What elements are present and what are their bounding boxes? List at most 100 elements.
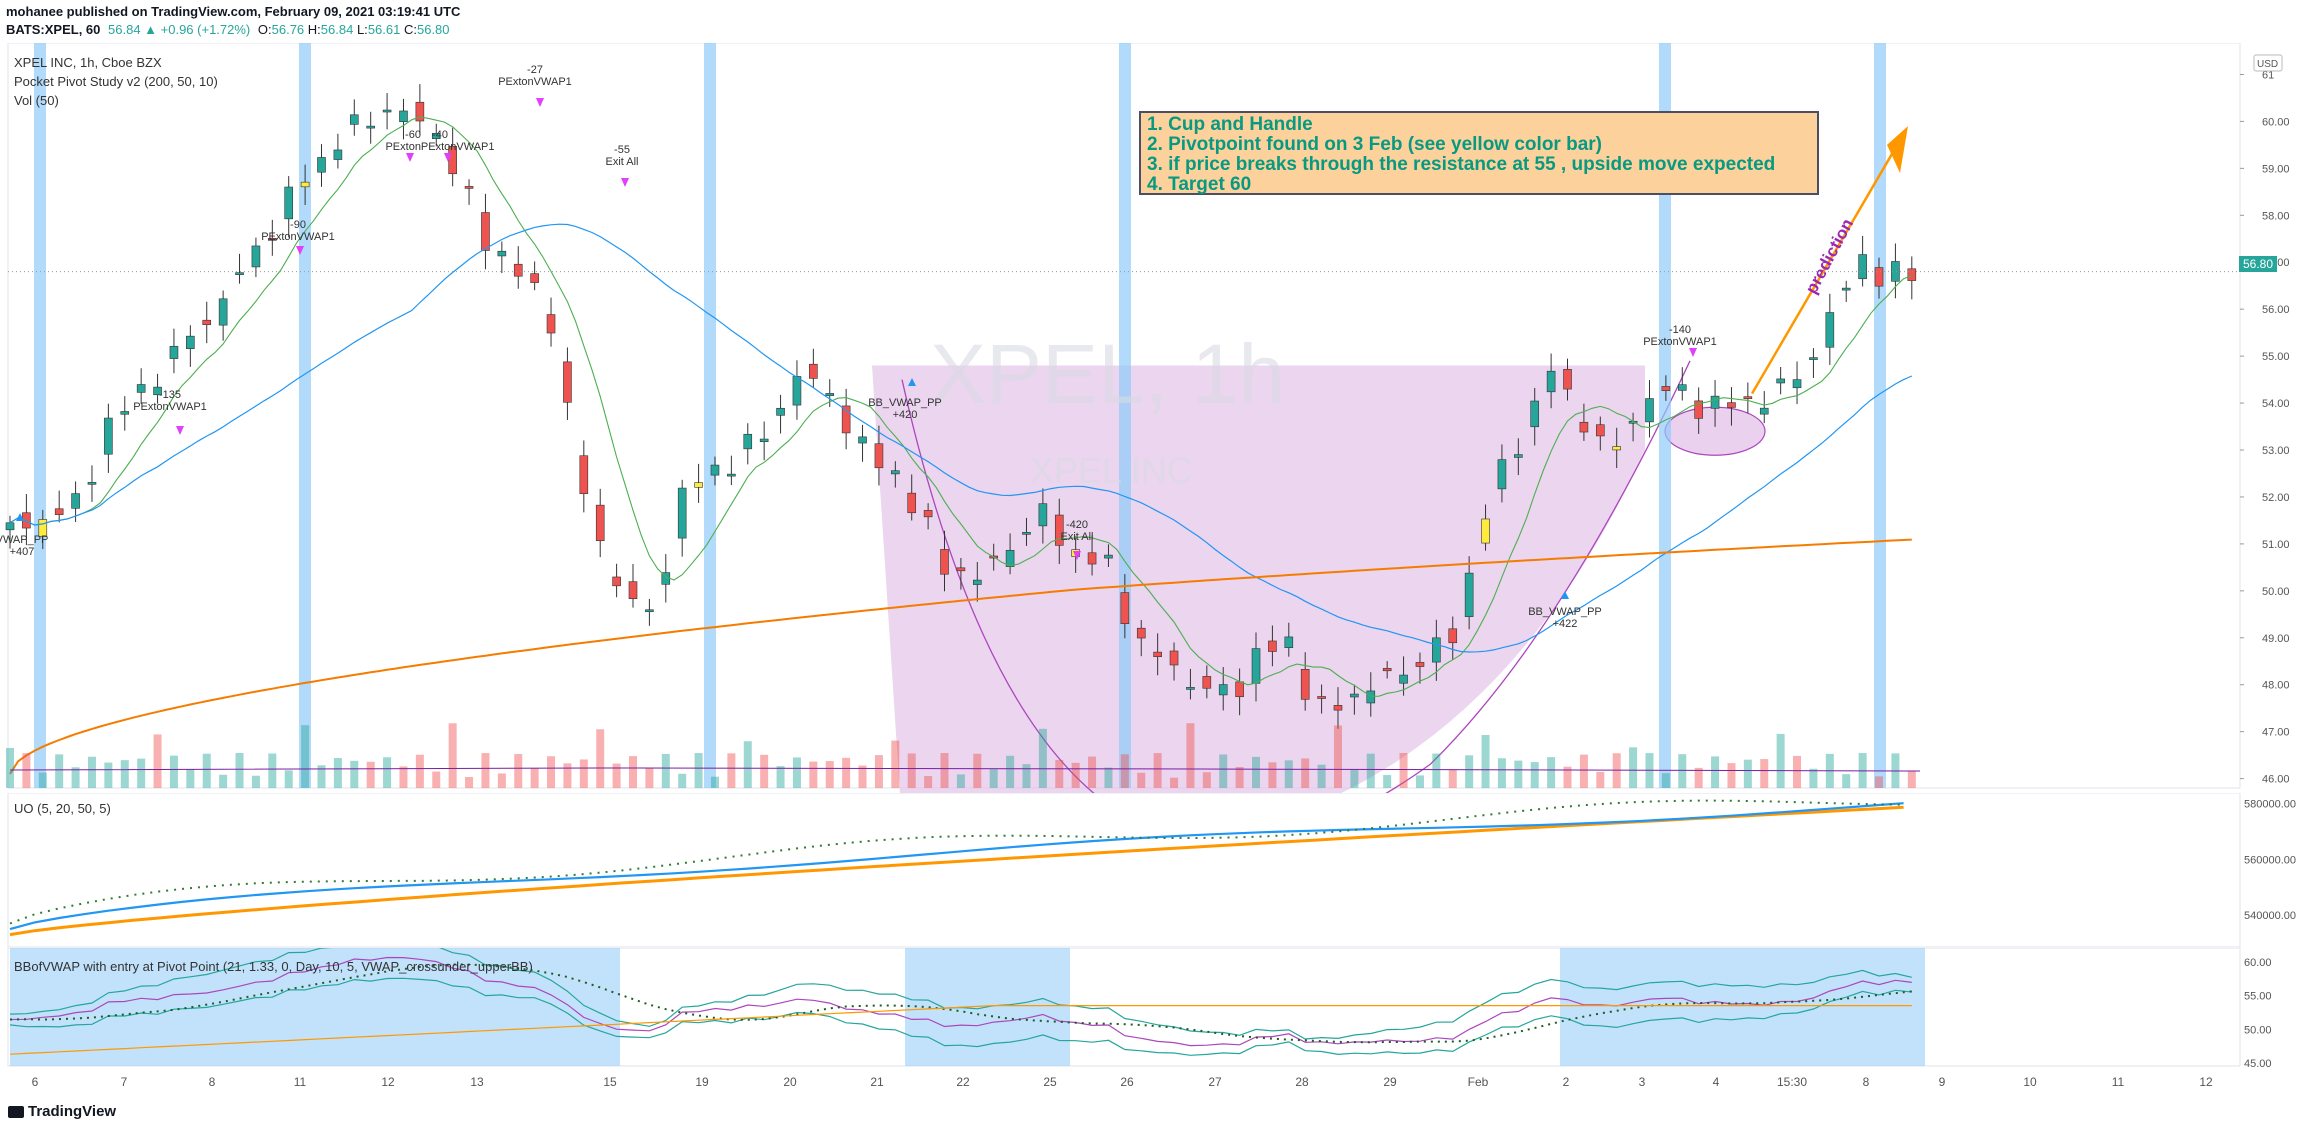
signal-label: PExtonVWAP1 [261, 231, 335, 243]
volume-bar [71, 767, 80, 788]
buy-marker-icon [908, 378, 916, 386]
candle-body [1382, 668, 1392, 672]
candle-body [1317, 696, 1326, 699]
candle-body [1497, 459, 1507, 490]
candle-body [1251, 648, 1261, 684]
bb-pane[interactable]: 60.00 55.00 50.00 45.00 [0, 941, 2308, 1070]
volume-bar [186, 769, 195, 788]
candle-body [858, 436, 867, 444]
volume-bar [1842, 774, 1851, 788]
candle-body [1235, 681, 1244, 698]
price-axis-label: 49.00 [2262, 633, 2290, 645]
bb-lower-line [9, 977, 1912, 1056]
price-axis-label: 60.00 [2262, 116, 2290, 128]
annotation-box[interactable]: 1. Cup and Handle 2. Pivotpoint found on… [1139, 111, 1819, 195]
candle-body [1399, 674, 1408, 684]
candle-body [579, 455, 589, 494]
candle-body [776, 407, 785, 416]
candle-body [317, 157, 326, 173]
price-axis-label: 56.00 [2262, 304, 2290, 316]
time-axis-label: 21 [870, 1075, 884, 1089]
time-axis-label: 7 [121, 1075, 128, 1089]
volume-bar [1661, 773, 1670, 788]
volume-bar [1055, 759, 1064, 788]
volume-bar [743, 741, 752, 788]
signal-label: PExtonVWAP1 [1643, 336, 1717, 348]
candle-body [874, 443, 884, 469]
uo-slow-line [9, 805, 1904, 937]
candle-body [268, 238, 277, 241]
candle-body [1202, 676, 1212, 689]
sell-marker-icon [621, 178, 629, 187]
annotation-line-4: 4. Target 60 [1147, 174, 1252, 195]
uo-plot-frame [7, 792, 2241, 948]
price-axis-label: 51.00 [2262, 539, 2290, 551]
time-axis[interactable]: 6 7 8 11 12 13 15 19 20 21 22 25 26 27 28 29 Feb 2 3 4 15:30… [0, 1068, 2308, 1098]
volume-bar [825, 761, 834, 788]
volume-bar [432, 771, 441, 788]
signal-label: -90 [290, 219, 306, 231]
candle-body [1694, 400, 1703, 419]
bb-axis-label: 45.00 [2244, 1058, 2272, 1068]
volume-bar [1448, 770, 1457, 788]
volume-bar [366, 761, 375, 788]
candle-body [1546, 370, 1556, 393]
volume-bar [137, 758, 146, 788]
candle-body [1596, 424, 1605, 437]
volume-bar [596, 729, 605, 788]
volume-bar [219, 774, 228, 788]
tradingview-brand[interactable]: TradingView [8, 1103, 116, 1120]
candle-body [1858, 254, 1867, 280]
candle-body [202, 319, 212, 325]
bb-plot-frame [7, 947, 2241, 1067]
candle-body [612, 576, 621, 587]
signal-label: -420 [1066, 519, 1088, 531]
candle-body [956, 567, 966, 572]
sell-marker-icon [296, 246, 304, 255]
candle-body [71, 493, 80, 509]
volume-bar [1317, 764, 1326, 788]
candle-body [1874, 267, 1884, 287]
volume-bar [120, 760, 129, 788]
volume-bar [1776, 733, 1785, 788]
candle-body [1153, 651, 1162, 658]
price-pane[interactable]: XPEL, 1h XPEL INC 46.00 47.00 48.00 49.00 50.0… [0, 42, 2308, 849]
candle-body [1022, 532, 1031, 535]
sell-marker-icon [536, 98, 544, 107]
bb-legend: BBofVWAP with entry at Pivot Point (21, … [14, 959, 533, 974]
signal-label: -55 [614, 144, 630, 156]
volume-bar [842, 757, 851, 788]
price-axis-label: 59.00 [2262, 163, 2290, 175]
signal-label: -27 [527, 64, 543, 76]
volume-bar [1711, 756, 1720, 788]
volume-bar [169, 755, 178, 788]
volume-bar [1907, 770, 1916, 788]
volume-bar [1530, 762, 1539, 788]
cup-fill [872, 365, 1645, 849]
volume-bar [678, 773, 687, 788]
volume-bar [1153, 753, 1162, 788]
uo-chart-svg[interactable]: 580000.00 560000.00 540000.00 [0, 792, 2308, 948]
sell-marker-icon [444, 153, 452, 162]
volume-bar [1022, 764, 1031, 788]
candle-body [727, 473, 736, 477]
price-chart-svg[interactable]: XPEL, 1h XPEL INC 46.00 47.00 48.00 49.00 50.0… [0, 42, 2308, 849]
volume-bar [891, 740, 900, 788]
candle-body [136, 384, 146, 393]
volume-bar [1301, 758, 1310, 788]
sell-marker-icon [1073, 551, 1081, 560]
candle-body [1333, 705, 1343, 711]
annotation-line-1: 1. Cup and Handle [1147, 114, 1313, 135]
volume-bar [1497, 758, 1506, 788]
volume-bar [350, 760, 359, 788]
time-axis-svg[interactable]: 6 7 8 11 12 13 15 19 20 21 22 25 26 27 28 29 Feb 2 3 4 15:30… [0, 1068, 2308, 1098]
uo-axis-label: 560000.00 [2244, 854, 2296, 866]
signal-label: Exit All [1060, 531, 1093, 543]
currency-box [2253, 54, 2283, 72]
time-axis-label: 15 [603, 1075, 617, 1089]
uo-pane[interactable]: 580000.00 560000.00 540000.00 [0, 792, 2308, 948]
volume-bar [661, 753, 670, 788]
candle-body [1907, 268, 1917, 281]
candle-body [169, 345, 179, 359]
bb-chart-svg[interactable]: 60.00 55.00 50.00 45.00 [0, 941, 2308, 1070]
